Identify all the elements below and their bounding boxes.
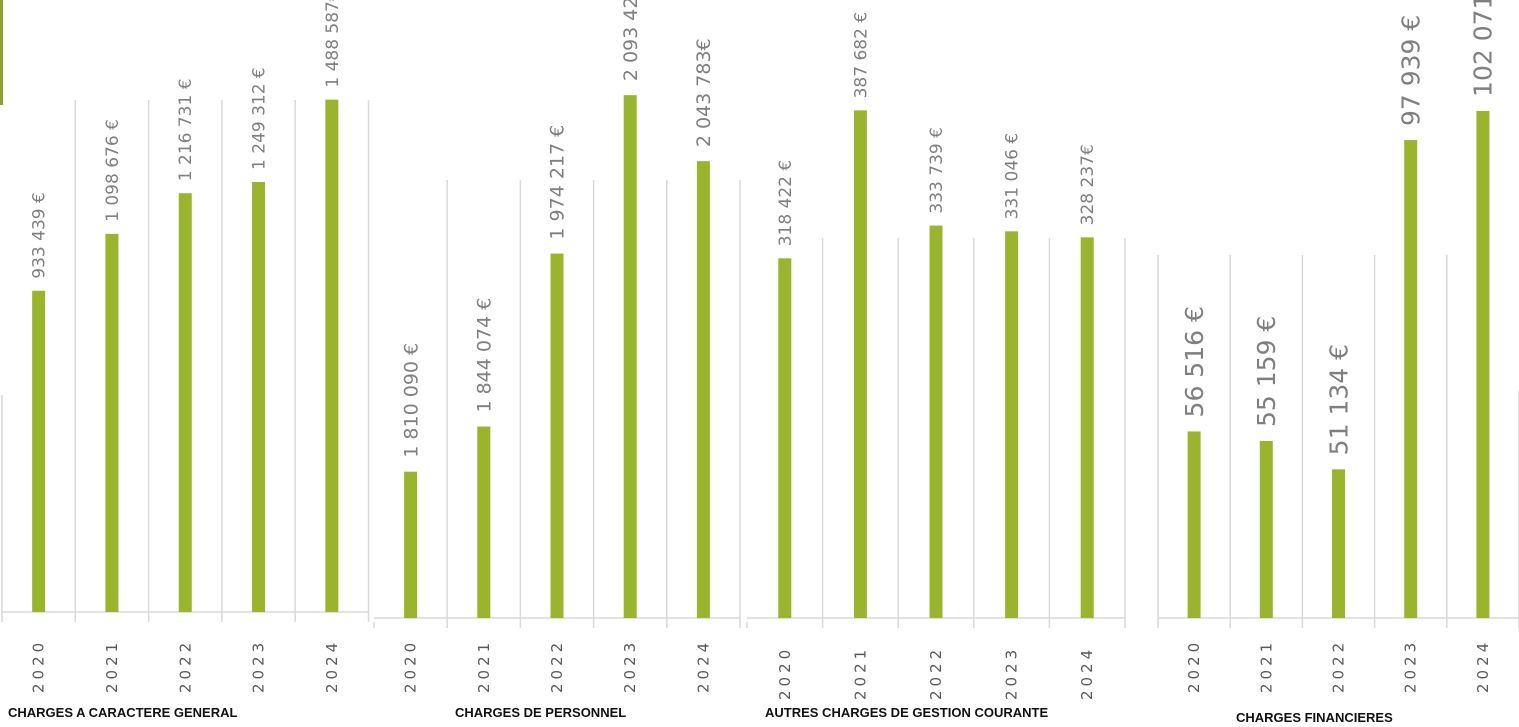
year-label-personnel-2022: 2022: [548, 639, 566, 693]
year-label-autres-gestion-2020: 2020: [776, 646, 794, 700]
year-label-financieres-2023: 2023: [1402, 639, 1420, 693]
panel-title-charges-financieres: CHARGES FINANCIERES: [1236, 710, 1393, 725]
value-label-personnel-2024: 2 043 783€: [693, 38, 715, 147]
year-label-personnel-2021: 2021: [475, 639, 493, 693]
value-label-caractere-general-2022: 1 216 731 €: [176, 78, 196, 181]
bar-personnel-2021: [477, 426, 491, 618]
bar-autres-gestion-2022: [929, 225, 943, 618]
bar-caractere-general-2021: [105, 233, 119, 612]
value-label-financieres-2024: 102 071€: [1469, 0, 1498, 97]
value-label-personnel-2023: 2 093 428 €: [620, 0, 642, 81]
bar-caractere-general-2023: [252, 182, 266, 612]
year-label-financieres-2022: 2022: [1330, 639, 1348, 693]
year-label-financieres-2021: 2021: [1257, 639, 1275, 693]
bar-financieres-2024: [1476, 110, 1490, 618]
value-label-personnel-2020: 1 810 090 €: [400, 343, 422, 458]
year-label-autres-gestion-2022: 2022: [927, 646, 945, 700]
value-label-personnel-2022: 1 974 217 €: [547, 125, 569, 240]
value-label-financieres-2023: 97 939 €: [1396, 15, 1425, 126]
value-label-personnel-2021: 1 844 074 €: [473, 298, 495, 413]
value-label-autres-gestion-2023: 331 046 €: [1003, 133, 1023, 220]
year-label-personnel-2020: 2020: [402, 639, 420, 693]
value-label-financieres-2022: 51 134 €: [1324, 344, 1353, 455]
value-label-autres-gestion-2024: 328 237€: [1078, 144, 1098, 225]
bar-caractere-general-2022: [178, 193, 192, 612]
value-label-caractere-general-2023: 1 249 312 €: [250, 67, 270, 170]
value-label-autres-gestion-2020: 318 422 €: [776, 160, 796, 247]
bar-caractere-general-2024: [325, 99, 339, 613]
value-label-autres-gestion-2022: 333 739 €: [927, 127, 947, 214]
bar-autres-gestion-2023: [1005, 231, 1019, 619]
bar-financieres-2022: [1332, 469, 1345, 618]
year-label-caractere-general-2023: 2023: [250, 639, 268, 693]
year-label-caractere-general-2020: 2020: [30, 639, 48, 693]
year-label-autres-gestion-2024: 2024: [1078, 646, 1096, 700]
bar-financieres-2023: [1404, 140, 1418, 618]
bar-personnel-2020: [404, 471, 418, 618]
panel-title-charges-caractere-general: CHARGES A CARACTERE GENERAL: [8, 705, 238, 720]
value-label-financieres-2021: 55 159 €: [1252, 316, 1281, 427]
year-label-caractere-general-2021: 2021: [103, 639, 121, 693]
value-label-financieres-2020: 56 516 €: [1180, 306, 1209, 417]
bar-financieres-2020: [1187, 431, 1201, 618]
bar-autres-gestion-2024: [1080, 237, 1094, 619]
value-label-caractere-general-2021: 1 098 676 €: [103, 119, 123, 222]
year-label-caractere-general-2022: 2022: [176, 639, 194, 693]
panel-title-charges-personnel: CHARGES DE PERSONNEL: [455, 705, 627, 720]
year-label-personnel-2024: 2024: [694, 639, 712, 693]
bar-personnel-2023: [623, 95, 637, 618]
year-label-autres-gestion-2021: 2021: [851, 646, 869, 700]
year-label-financieres-2020: 2020: [1185, 639, 1203, 693]
bar-autres-gestion-2020: [778, 258, 792, 618]
value-label-caractere-general-2024: 1 488 587€: [323, 0, 343, 88]
left-accent-bar: [0, 0, 3, 105]
bar-personnel-2022: [550, 253, 564, 618]
bar-personnel-2024: [696, 161, 710, 619]
bar-caractere-general-2020: [32, 290, 46, 612]
year-label-personnel-2023: 2023: [621, 639, 639, 693]
value-label-autres-gestion-2021: 387 682 €: [851, 12, 871, 99]
value-label-caractere-general-2020: 933 439 €: [30, 192, 50, 279]
panel-title-autres-charges-gestion: AUTRES CHARGES DE GESTION COURANTE: [765, 705, 1049, 720]
bar-financieres-2021: [1259, 440, 1273, 618]
bar-autres-gestion-2021: [853, 110, 867, 619]
year-label-financieres-2024: 2024: [1474, 639, 1492, 693]
year-label-autres-gestion-2023: 2023: [1003, 646, 1021, 700]
year-label-caractere-general-2024: 2024: [323, 639, 341, 693]
